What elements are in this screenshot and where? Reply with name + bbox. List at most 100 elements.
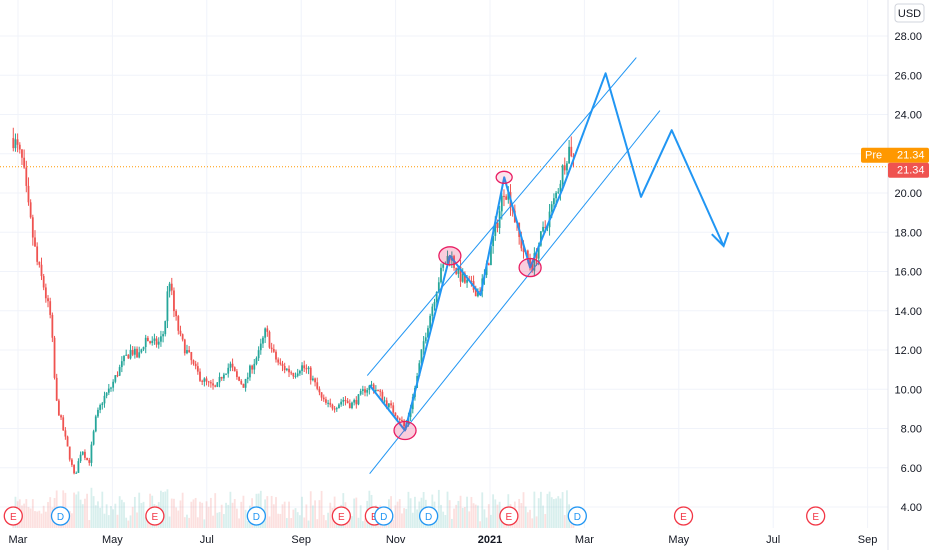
candle-body — [353, 399, 356, 403]
currency-badge[interactable] — [894, 3, 925, 23]
volume-bar — [101, 491, 104, 528]
volume-bar — [461, 507, 464, 528]
candle-body — [479, 291, 481, 293]
candle-body — [133, 348, 136, 355]
candle-body — [175, 311, 178, 317]
candle-body — [329, 402, 332, 405]
candle-body — [94, 416, 97, 432]
candle-body — [209, 382, 212, 384]
projection-arrowhead[interactable] — [711, 231, 730, 248]
dividend-marker[interactable]: D — [418, 506, 439, 526]
dividend-marker[interactable]: D — [567, 506, 587, 526]
volume-bar — [281, 504, 284, 528]
user-drawings[interactable] — [366, 57, 730, 474]
candle-body — [36, 246, 39, 262]
volume-bar — [203, 519, 206, 528]
volume-bar — [533, 491, 536, 528]
candle-body — [401, 419, 403, 421]
time-axis[interactable]: Mar May Jul Sep Nov 2021 Mar May Jul Sep — [9, 534, 878, 546]
candle-body — [114, 375, 117, 382]
earnings-marker[interactable]: E — [3, 506, 23, 526]
candle-body — [539, 231, 542, 246]
volume-bar — [25, 499, 28, 528]
volume-bar — [164, 491, 167, 528]
candle-body — [12, 138, 15, 149]
volume-bar — [27, 506, 30, 528]
candle-body — [437, 282, 440, 293]
volume-bar — [90, 487, 93, 528]
volume-bar — [71, 513, 73, 528]
volume-bar — [142, 501, 145, 528]
candle-body — [427, 328, 429, 338]
candle-body — [520, 236, 523, 249]
candle-body — [503, 195, 505, 197]
earnings-marker[interactable]: E — [145, 506, 165, 526]
candle-body — [31, 217, 34, 238]
highlight-ellipse[interactable] — [438, 246, 462, 266]
candle-body — [25, 167, 28, 186]
price-tick-label: 24.00 — [894, 110, 922, 122]
candle-body — [307, 367, 310, 369]
volume-bar — [440, 504, 442, 528]
candle-body — [320, 392, 323, 398]
volume-bar — [490, 514, 492, 528]
earnings-marker[interactable]: E — [499, 506, 519, 526]
volume-bar — [548, 491, 551, 528]
candle-body — [60, 415, 62, 418]
volume-bar — [542, 505, 544, 528]
candle-body — [255, 358, 258, 364]
candle-body — [244, 379, 247, 388]
candle-body — [544, 226, 547, 228]
volume-bar — [279, 513, 282, 528]
volume-bar — [450, 518, 453, 528]
volume-bar — [136, 512, 138, 528]
volume-bar — [40, 513, 43, 528]
earnings-marker[interactable]: E — [673, 506, 694, 526]
volume-bar — [435, 517, 438, 528]
candle-body — [227, 367, 230, 374]
dividend-marker[interactable]: D — [374, 506, 394, 526]
volume-bar — [186, 514, 188, 528]
dividend-marker[interactable]: D — [246, 506, 267, 526]
volume-bar — [173, 498, 175, 528]
price-axis[interactable]: USD 28.0026.0024.0022.0020.0018.0016.001… — [894, 3, 925, 514]
channel-upper-line[interactable] — [366, 57, 637, 376]
candle-body — [277, 359, 280, 363]
volume-bar — [309, 491, 312, 528]
highlight-ellipse[interactable] — [393, 420, 417, 441]
candle-body — [396, 416, 399, 419]
event-markers[interactable]: EDEDEEDDEDEE — [3, 506, 826, 526]
candle-body — [305, 368, 308, 370]
candle-body — [370, 384, 373, 386]
candle-body — [533, 253, 536, 271]
candle-body — [64, 430, 67, 437]
candle-body — [572, 156, 575, 158]
volume-bar — [561, 492, 564, 528]
earnings-marker[interactable]: E — [806, 506, 826, 526]
channel-lower-line[interactable] — [369, 110, 661, 474]
projection-path[interactable] — [368, 72, 725, 432]
candle-body — [151, 340, 154, 344]
volume-bar — [453, 508, 455, 528]
volume-bar — [99, 507, 102, 528]
marker-label: D — [574, 512, 581, 523]
volume-bar — [557, 496, 560, 528]
candle-body — [381, 391, 384, 401]
highlight-ellipse[interactable] — [495, 170, 513, 184]
candle-body — [240, 380, 243, 384]
dividend-marker[interactable]: D — [50, 506, 71, 526]
highlight-ellipse[interactable] — [518, 257, 542, 278]
candle-body — [127, 354, 130, 359]
candle-body — [218, 376, 221, 383]
candle-body — [242, 383, 245, 388]
volume-bar — [86, 493, 89, 528]
candle-body — [490, 246, 492, 266]
candle-body — [531, 263, 534, 271]
volume-bar — [238, 518, 240, 528]
candle-body — [303, 365, 306, 369]
last-price-label: 21.34 — [897, 165, 925, 177]
earnings-marker[interactable]: E — [331, 506, 351, 526]
candle-body — [474, 289, 477, 297]
candle-body — [368, 385, 371, 390]
